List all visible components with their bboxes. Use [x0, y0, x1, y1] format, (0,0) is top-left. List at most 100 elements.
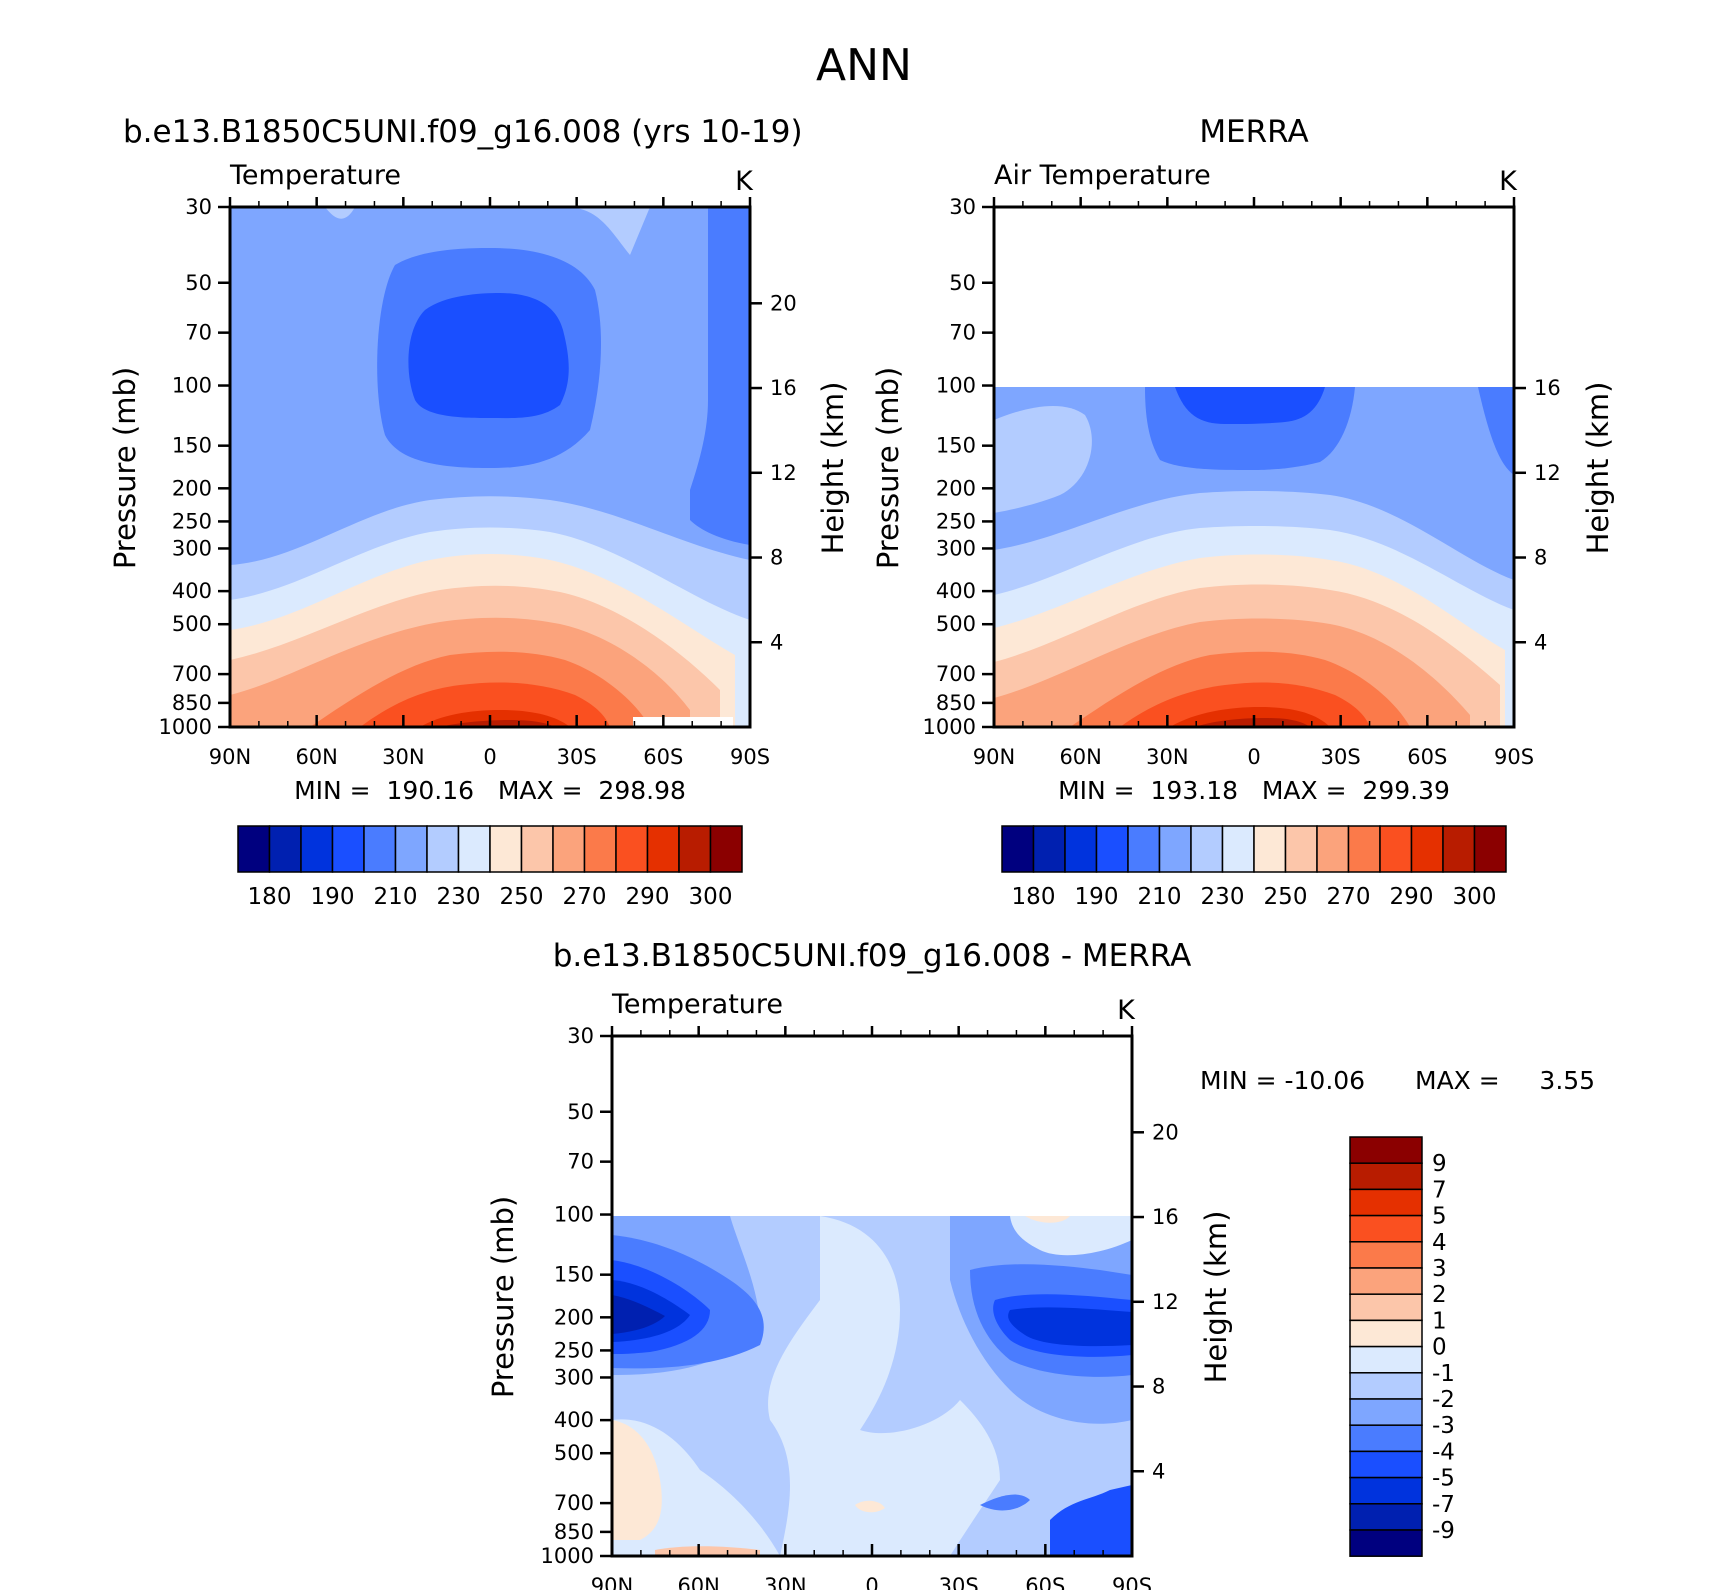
x-tick-label: 90S: [1112, 1574, 1152, 1590]
y-right-tick-label: 12: [770, 461, 797, 485]
colorbar-swatch: [1127, 825, 1161, 873]
panel-diff-title: b.e13.B1850C5UNI.f09_g16.008 - MERRA: [553, 938, 1192, 974]
colorbar-swatch: [1349, 1476, 1423, 1505]
colorbar-swatch: [678, 825, 712, 873]
contour-fill-210-right: [690, 207, 750, 545]
colorbar-label: 4: [1432, 1230, 1447, 1256]
colorbar-swatch: [1095, 825, 1129, 873]
colorbar-swatch: [615, 825, 649, 873]
colorbar-swatch: [1349, 1293, 1423, 1322]
panel-obs-ylabel: Pressure (mb): [871, 367, 905, 569]
colorbar-swatch: [363, 825, 397, 873]
x-tick-label: 30N: [382, 745, 424, 769]
colorbar-swatch: [1284, 825, 1318, 873]
colorbar-label: 270: [1327, 884, 1371, 910]
colorbar-label: 270: [563, 884, 607, 910]
y-tick-label: 850: [554, 1520, 594, 1544]
colorbar-label: 2: [1432, 1282, 1447, 1308]
y-tick-label: 300: [554, 1365, 594, 1389]
colorbar-swatch: [1349, 1136, 1423, 1164]
colorbar-swatch: [1349, 1529, 1423, 1557]
x-tick-label: 30N: [1146, 745, 1188, 769]
colorbar-swatch: [1032, 825, 1066, 873]
contour-fill-230-upper: [570, 207, 650, 255]
colorbar-model: 180 190 210 230 250 270 290 300: [237, 825, 743, 910]
colorbar-swatch: [457, 825, 491, 873]
contour-fill-0-topright: [1010, 1216, 1132, 1256]
contour-fill-200-center: [408, 293, 569, 419]
colorbar-obs: 180 190 210 230 250 270 290 300: [1001, 825, 1507, 910]
panel-model-field: [230, 207, 750, 727]
colorbar-swatch: [1349, 1267, 1423, 1295]
y-right-tick-label: 4: [1534, 630, 1547, 654]
colorbar-label: 300: [1453, 884, 1497, 910]
panel-obs-field: [994, 387, 1514, 727]
y-right-tick-label: 16: [770, 376, 797, 400]
colorbar-label: 5: [1432, 1204, 1447, 1230]
y-tick-label: 50: [949, 271, 976, 295]
y-tick-label: 150: [554, 1263, 594, 1287]
y-tick-label: 400: [936, 579, 976, 603]
panel-model-title: b.e13.B1850C5UNI.f09_g16.008 (yrs 10-19): [123, 114, 803, 150]
y-tick-label: 700: [936, 662, 976, 686]
y-right-tick-label: 16: [1152, 1205, 1179, 1229]
x-tick-label: 60N: [1059, 745, 1101, 769]
colorbar-swatch: [709, 825, 743, 873]
contour-fill-minus7-left: [612, 1295, 665, 1334]
panel-obs-title: MERRA: [1199, 114, 1308, 150]
y-tick-label: 200: [172, 476, 212, 500]
colorbar-swatch: [1349, 1319, 1423, 1348]
colorbar-swatch: [1349, 1450, 1423, 1479]
colorbar-swatch: [1001, 825, 1035, 873]
colorbar-label: 290: [1390, 884, 1434, 910]
panel-model-variable: Temperature: [229, 160, 401, 191]
colorbar-label: -1: [1432, 1361, 1455, 1387]
contour-fill-plus1-left: [612, 1420, 662, 1540]
colorbar-label: 190: [311, 884, 355, 910]
colorbar-label: 250: [1264, 884, 1308, 910]
y-tick-label: 250: [172, 509, 212, 533]
y-tick-label: 50: [185, 271, 212, 295]
colorbar-label: -3: [1432, 1413, 1455, 1439]
colorbar-swatch: [1349, 1162, 1423, 1191]
y-tick-label: 100: [172, 374, 212, 398]
colorbar-swatch: [1064, 825, 1098, 873]
colorbar-swatch: [489, 825, 523, 873]
x-tick-label: 60N: [677, 1574, 719, 1590]
contour-fill-plus1-bottom: [655, 1546, 760, 1556]
colorbar-swatch: [520, 825, 554, 873]
panel-obs-ylabel-right: Height (km): [1581, 382, 1615, 555]
colorbar-label: 0: [1432, 1335, 1447, 1361]
y-right-tick-label: 16: [1534, 376, 1561, 400]
colorbar-label: 230: [1201, 884, 1245, 910]
colorbar-swatch: [268, 825, 302, 873]
colorbar-label: 1: [1432, 1308, 1447, 1334]
colorbar-swatch: [426, 825, 460, 873]
colorbar-swatch: [237, 825, 271, 873]
y-tick-label: 850: [936, 691, 976, 715]
panel-diff-variable: Temperature: [611, 989, 783, 1020]
y-tick-label: 300: [172, 536, 212, 560]
contour-fill-minus5-right: [1008, 1307, 1132, 1347]
colorbar-label: -7: [1432, 1492, 1455, 1518]
y-right-tick-label: 8: [1534, 546, 1547, 570]
colorbar-swatch: [1253, 825, 1287, 873]
x-tick-label: 30S: [939, 1574, 979, 1590]
colorbar-label: 250: [500, 884, 544, 910]
x-tick-label: 0: [1247, 745, 1260, 769]
colorbar-label: 230: [437, 884, 481, 910]
panel-diff-field: [612, 1216, 1132, 1556]
colorbar-label: -5: [1432, 1466, 1455, 1492]
y-tick-label: 200: [554, 1305, 594, 1329]
x-tick-label: 60S: [643, 745, 683, 769]
colorbar-label: 210: [374, 884, 418, 910]
contour-fill-230-upperleft: [994, 405, 1092, 513]
x-tick-label: 90S: [730, 745, 770, 769]
y-tick-label: 100: [554, 1203, 594, 1227]
contour-fill-210-right: [1478, 387, 1514, 475]
y-tick-label: 150: [936, 434, 976, 458]
x-tick-label: 30S: [557, 745, 597, 769]
colorbar-swatch: [1349, 1241, 1423, 1269]
y-tick-label: 400: [172, 579, 212, 603]
